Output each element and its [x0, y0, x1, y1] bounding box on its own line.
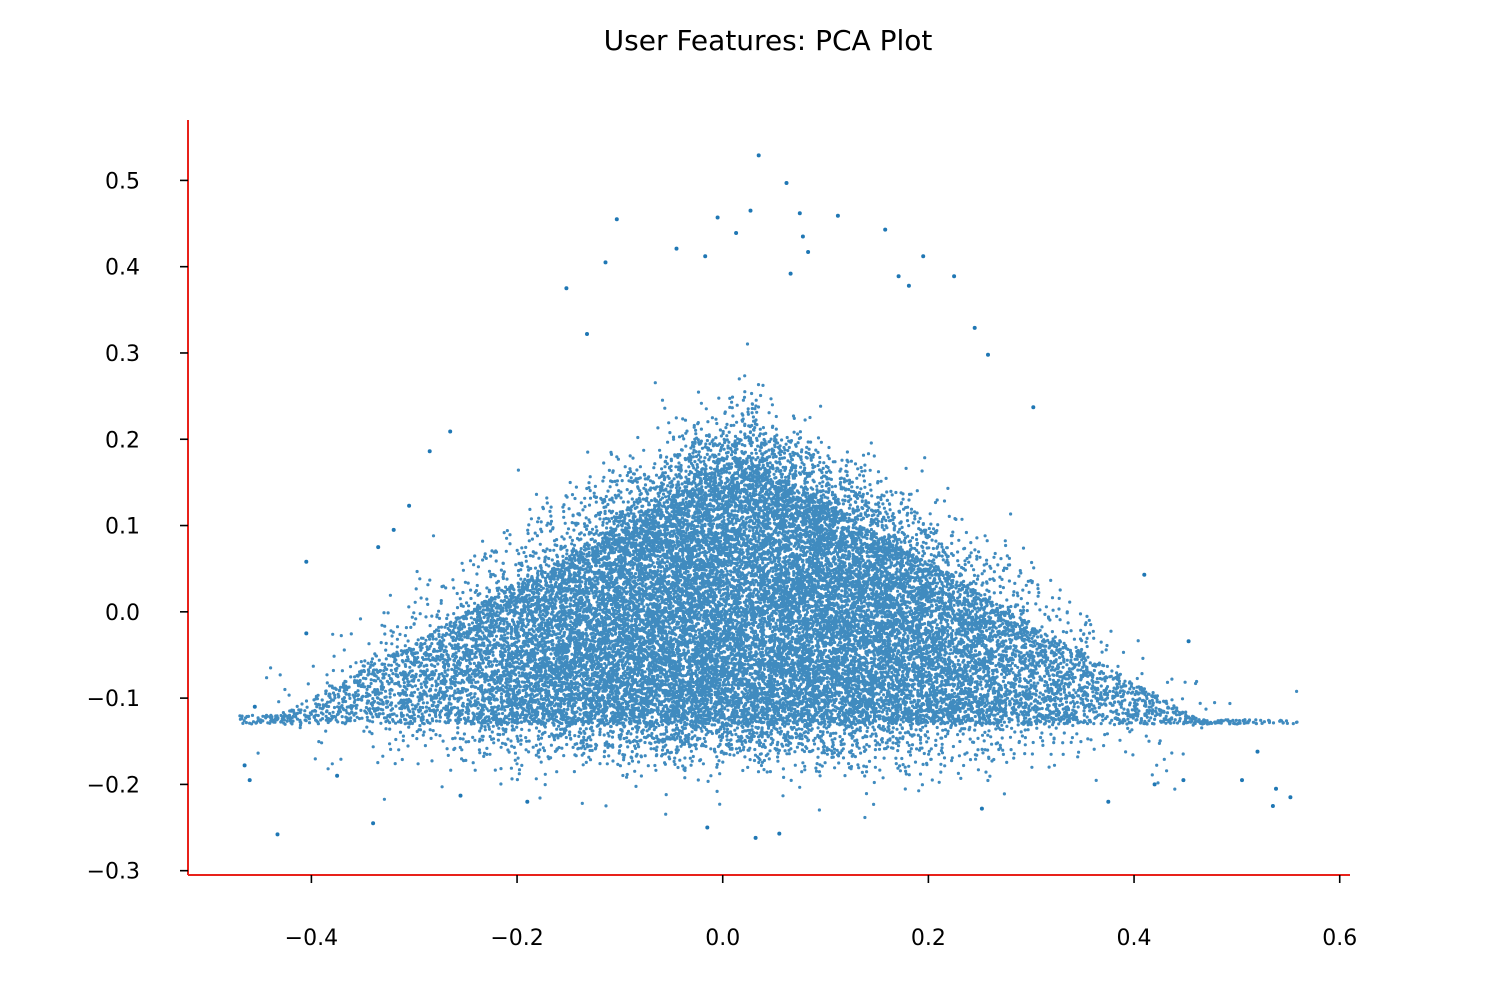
scatter-point	[304, 559, 309, 564]
scatter-point	[715, 215, 720, 220]
scatter-point	[753, 835, 758, 840]
scatter-point	[1255, 749, 1260, 754]
scatter-point	[1288, 795, 1293, 800]
scatter-point	[585, 332, 589, 336]
scatter-point	[777, 831, 782, 836]
scatter-point	[674, 246, 679, 251]
scatter-point	[921, 254, 926, 259]
scatter-point	[756, 153, 761, 158]
scatter-point	[800, 234, 805, 239]
scatter-point	[835, 213, 840, 218]
scatter-point	[1181, 778, 1186, 783]
x-tick-label: 0.2	[911, 926, 946, 951]
scatter-point	[407, 503, 412, 508]
scatter-point	[564, 286, 569, 291]
scatter-point	[883, 227, 888, 232]
scatter-point	[703, 254, 708, 259]
y-tick-label: −0.1	[87, 687, 140, 712]
y-tick-label: 0.3	[105, 342, 140, 367]
x-tick-label: 0.0	[705, 926, 740, 951]
scatter-point	[1106, 799, 1111, 804]
scatter-point	[788, 271, 793, 276]
scatter-point	[1152, 782, 1157, 787]
y-tick-label: −0.2	[87, 773, 140, 798]
scatter-point	[1270, 804, 1275, 808]
points-layer	[238, 153, 1299, 840]
chart-title: User Features: PCA Plot	[604, 24, 933, 57]
scatter-point	[979, 806, 984, 811]
scatter-point	[1240, 778, 1244, 783]
scatter-point	[952, 274, 957, 279]
scatter-point	[371, 821, 376, 826]
scatter-point	[525, 799, 530, 804]
scatter-point	[458, 793, 463, 798]
scatter-point	[972, 325, 977, 330]
scatter-point	[247, 778, 252, 783]
scatter-point	[784, 181, 789, 185]
scatter-point	[806, 250, 811, 254]
scatter-point	[1274, 786, 1278, 791]
scatter-point	[603, 260, 608, 265]
scatter-point	[986, 352, 990, 357]
scatter-point	[242, 763, 247, 768]
scatter-point	[734, 231, 739, 235]
scatter-point	[1142, 572, 1147, 577]
scatter-point	[252, 704, 257, 709]
scatter-point	[1031, 405, 1036, 410]
y-tick-label: 0.0	[105, 601, 140, 626]
scatter-point	[275, 832, 280, 837]
y-tick-label: 0.1	[105, 515, 140, 540]
axes-layer: −0.4 −0.2 0.0 0.2 0.4 0.6 −0.3 −0.2 −0.1 0.0 0.1 0.…	[87, 120, 1357, 951]
y-tick-label: 0.5	[105, 169, 140, 194]
y-tick-label: 0.2	[105, 428, 140, 453]
scatter-point	[391, 527, 396, 532]
scatter-point	[906, 283, 911, 288]
y-tick-label: 0.4	[105, 256, 140, 281]
scatter-point	[448, 429, 453, 434]
scatter-point	[1186, 639, 1191, 644]
x-tick-label: 0.4	[1117, 926, 1152, 951]
x-tick-label: −0.4	[285, 926, 338, 951]
y-tick-label: −0.3	[87, 860, 140, 885]
scatter-point	[304, 631, 309, 636]
scatter-point	[427, 449, 432, 454]
scatter-point	[335, 773, 340, 778]
scatter-point	[376, 545, 381, 550]
scatter-point	[705, 825, 710, 830]
x-tick-label: −0.2	[490, 926, 543, 951]
scatter-point	[896, 274, 901, 279]
scatter-point-cloud	[238, 342, 1299, 820]
scatter-point	[614, 217, 619, 222]
scatter-point	[748, 208, 753, 213]
x-tick-label: 0.6	[1322, 926, 1357, 951]
scatter-point	[797, 211, 802, 216]
